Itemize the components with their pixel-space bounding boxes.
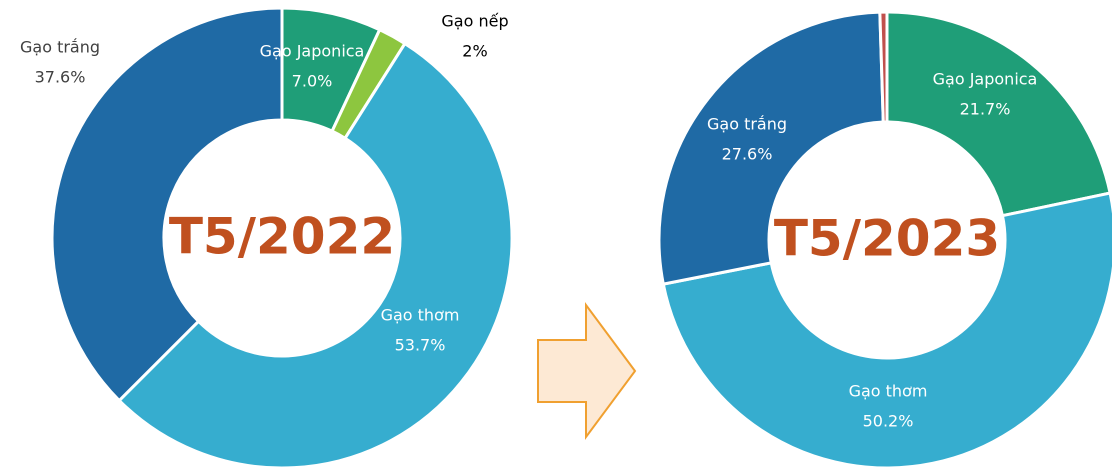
donut-slice	[885, 10, 1112, 218]
slice-label-name: Gạo nếp	[441, 12, 508, 31]
slice-label-value: 7.0%	[292, 72, 333, 91]
slice-label-value: 37.6%	[35, 68, 86, 87]
donut-slice	[657, 10, 885, 286]
slice-label-value: 21.7%	[960, 100, 1011, 119]
slice-label-name: Gạo trắng	[20, 38, 100, 57]
center-title: T5/2023	[774, 210, 1000, 268]
slice-label-name: Gạo trắng	[707, 115, 787, 134]
donut-slice	[661, 191, 1112, 469]
donut-slice	[117, 41, 514, 469]
slice-label-name: Gạo Japonica	[260, 42, 365, 61]
slice-label-value: 2%	[462, 42, 487, 61]
slice-label-name: Gạo thơm	[381, 306, 460, 325]
donut-slice	[50, 6, 284, 403]
slice-label-value: 27.6%	[722, 145, 773, 164]
donut-slice	[878, 10, 889, 124]
center-title: T5/2022	[169, 208, 395, 266]
slice-label-value: 50.2%	[863, 412, 914, 431]
arrow	[537, 301, 637, 441]
slice-label-name: Gạo thơm	[849, 382, 928, 401]
slice-label-value: 53.7%	[395, 336, 446, 355]
slice-label-name: Gạo Japonica	[933, 70, 1038, 89]
